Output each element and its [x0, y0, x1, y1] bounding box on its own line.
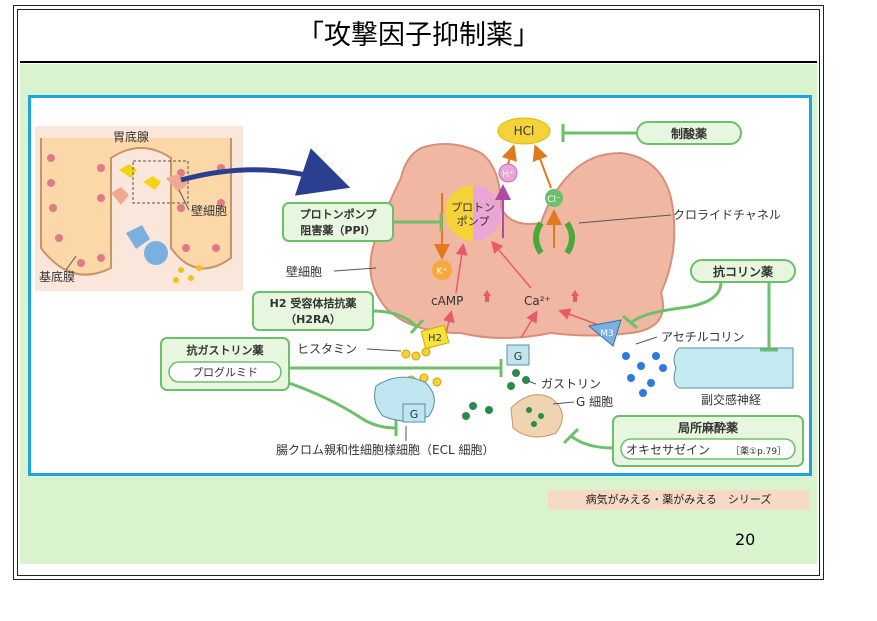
- yellow-granule: [143, 176, 161, 190]
- histamine-label: ヒスタミン: [297, 342, 357, 356]
- zoom-box: [132, 160, 189, 204]
- svg-text:抗コリン薬: 抗コリン薬: [713, 264, 773, 279]
- gland-label: 胃底腺: [113, 129, 149, 144]
- k-plus-ion: [432, 260, 452, 280]
- local-anesthetic-drug: 局所麻酔薬 オキセサゼイン ［薬①p.79］: [562, 415, 804, 467]
- chloride-channel-label: クロライドチャネル: [673, 208, 781, 222]
- svg-text:M3: M3: [600, 329, 614, 339]
- chloride-channel: [533, 221, 544, 255]
- camp-label: cAMP: [431, 294, 463, 308]
- slide-inner-frame: [17, 9, 820, 576]
- ppi-drug: プロトンポンプ 阻害薬（PPI）: [282, 202, 443, 242]
- slide-outer-frame: [13, 5, 824, 580]
- h-plus-label: H⁺: [502, 170, 514, 180]
- slide-title: 「攻撃因子抑制薬」: [297, 20, 540, 51]
- svg-text:G: G: [514, 350, 523, 363]
- basement-label: 基底膜: [39, 269, 75, 284]
- svg-text:H2: H2: [428, 333, 442, 344]
- hcl-bubble: [497, 117, 551, 145]
- g-cell-label: G 細胞: [576, 395, 613, 409]
- cl-minus-label: Cl⁻: [547, 195, 561, 205]
- pump-label-1: プロトン: [451, 201, 495, 214]
- m3-receptor: M3: [587, 319, 622, 347]
- svg-text:抗ガストリン薬: 抗ガストリン薬: [187, 343, 265, 357]
- cell-label: 壁細胞: [286, 264, 322, 279]
- svg-text:プロトンポンプ: プロトンポンプ: [300, 207, 378, 221]
- svg-text:H2 受容体拮抗薬: H2 受容体拮抗薬: [270, 296, 358, 310]
- svg-text:G: G: [410, 408, 419, 421]
- svg-text:オキセサゼイン: オキセサゼイン: [626, 443, 710, 457]
- g-cell: [510, 394, 563, 438]
- ca-label: Ca²⁺: [524, 294, 551, 308]
- gastric-gland-inset: 胃底腺 壁細胞 基底膜: [35, 126, 243, 291]
- title-divider: [20, 61, 817, 63]
- svg-text:（H2RA）: （H2RA）: [285, 313, 341, 326]
- h2-receptor: H2: [420, 324, 450, 350]
- mechanism-figure: 胃底腺 壁細胞 基底膜 壁細胞 プロトン ポンプ HCl H⁺ Cl⁻ クロライ…: [28, 95, 812, 476]
- ecl-label: 腸クロム親和性細胞様細胞（ECL 細胞）: [276, 443, 494, 457]
- svg-text:制酸薬: 制酸薬: [671, 126, 707, 141]
- parasympathetic-label: 副交感神経: [701, 392, 761, 407]
- ecl-g-receptor: [402, 403, 426, 423]
- inset-parietal-label: 壁細胞: [191, 203, 227, 218]
- acetylcholine-label: アセチルコリン: [661, 330, 745, 344]
- g-receptor: G: [506, 344, 530, 366]
- antacid-drug: 制酸薬: [561, 121, 742, 145]
- parasympathetic-nerve: [673, 347, 794, 389]
- anticholinergic-drug: 抗コリン薬: [622, 259, 796, 352]
- gastrin-label: ガストリン: [541, 377, 601, 391]
- series-caption: 病気がみえる・薬がみえる シリーズ: [548, 490, 809, 510]
- hcl-label: HCl: [514, 124, 535, 138]
- page-number: 20: [735, 530, 756, 549]
- svg-text:プログルミド: プログルミド: [192, 365, 258, 379]
- svg-text:阻害薬（PPI）: 阻害薬（PPI）: [300, 223, 375, 237]
- svg-text:［薬①p.79］: ［薬①p.79］: [731, 445, 786, 457]
- k-plus-label: K⁺: [437, 267, 448, 277]
- cl-minus-ion: [545, 189, 563, 207]
- antigastrin-drug: 抗ガストリン薬 プログルミド: [160, 337, 503, 436]
- pump-label-2: ポンプ: [457, 215, 490, 228]
- parietal-cell: [369, 143, 676, 339]
- zoom-arrow: [180, 148, 351, 196]
- h2ra-drug: H2 受容体拮抗薬 （H2RA）: [252, 291, 425, 335]
- svg-text:局所麻酔薬: 局所麻酔薬: [678, 420, 738, 435]
